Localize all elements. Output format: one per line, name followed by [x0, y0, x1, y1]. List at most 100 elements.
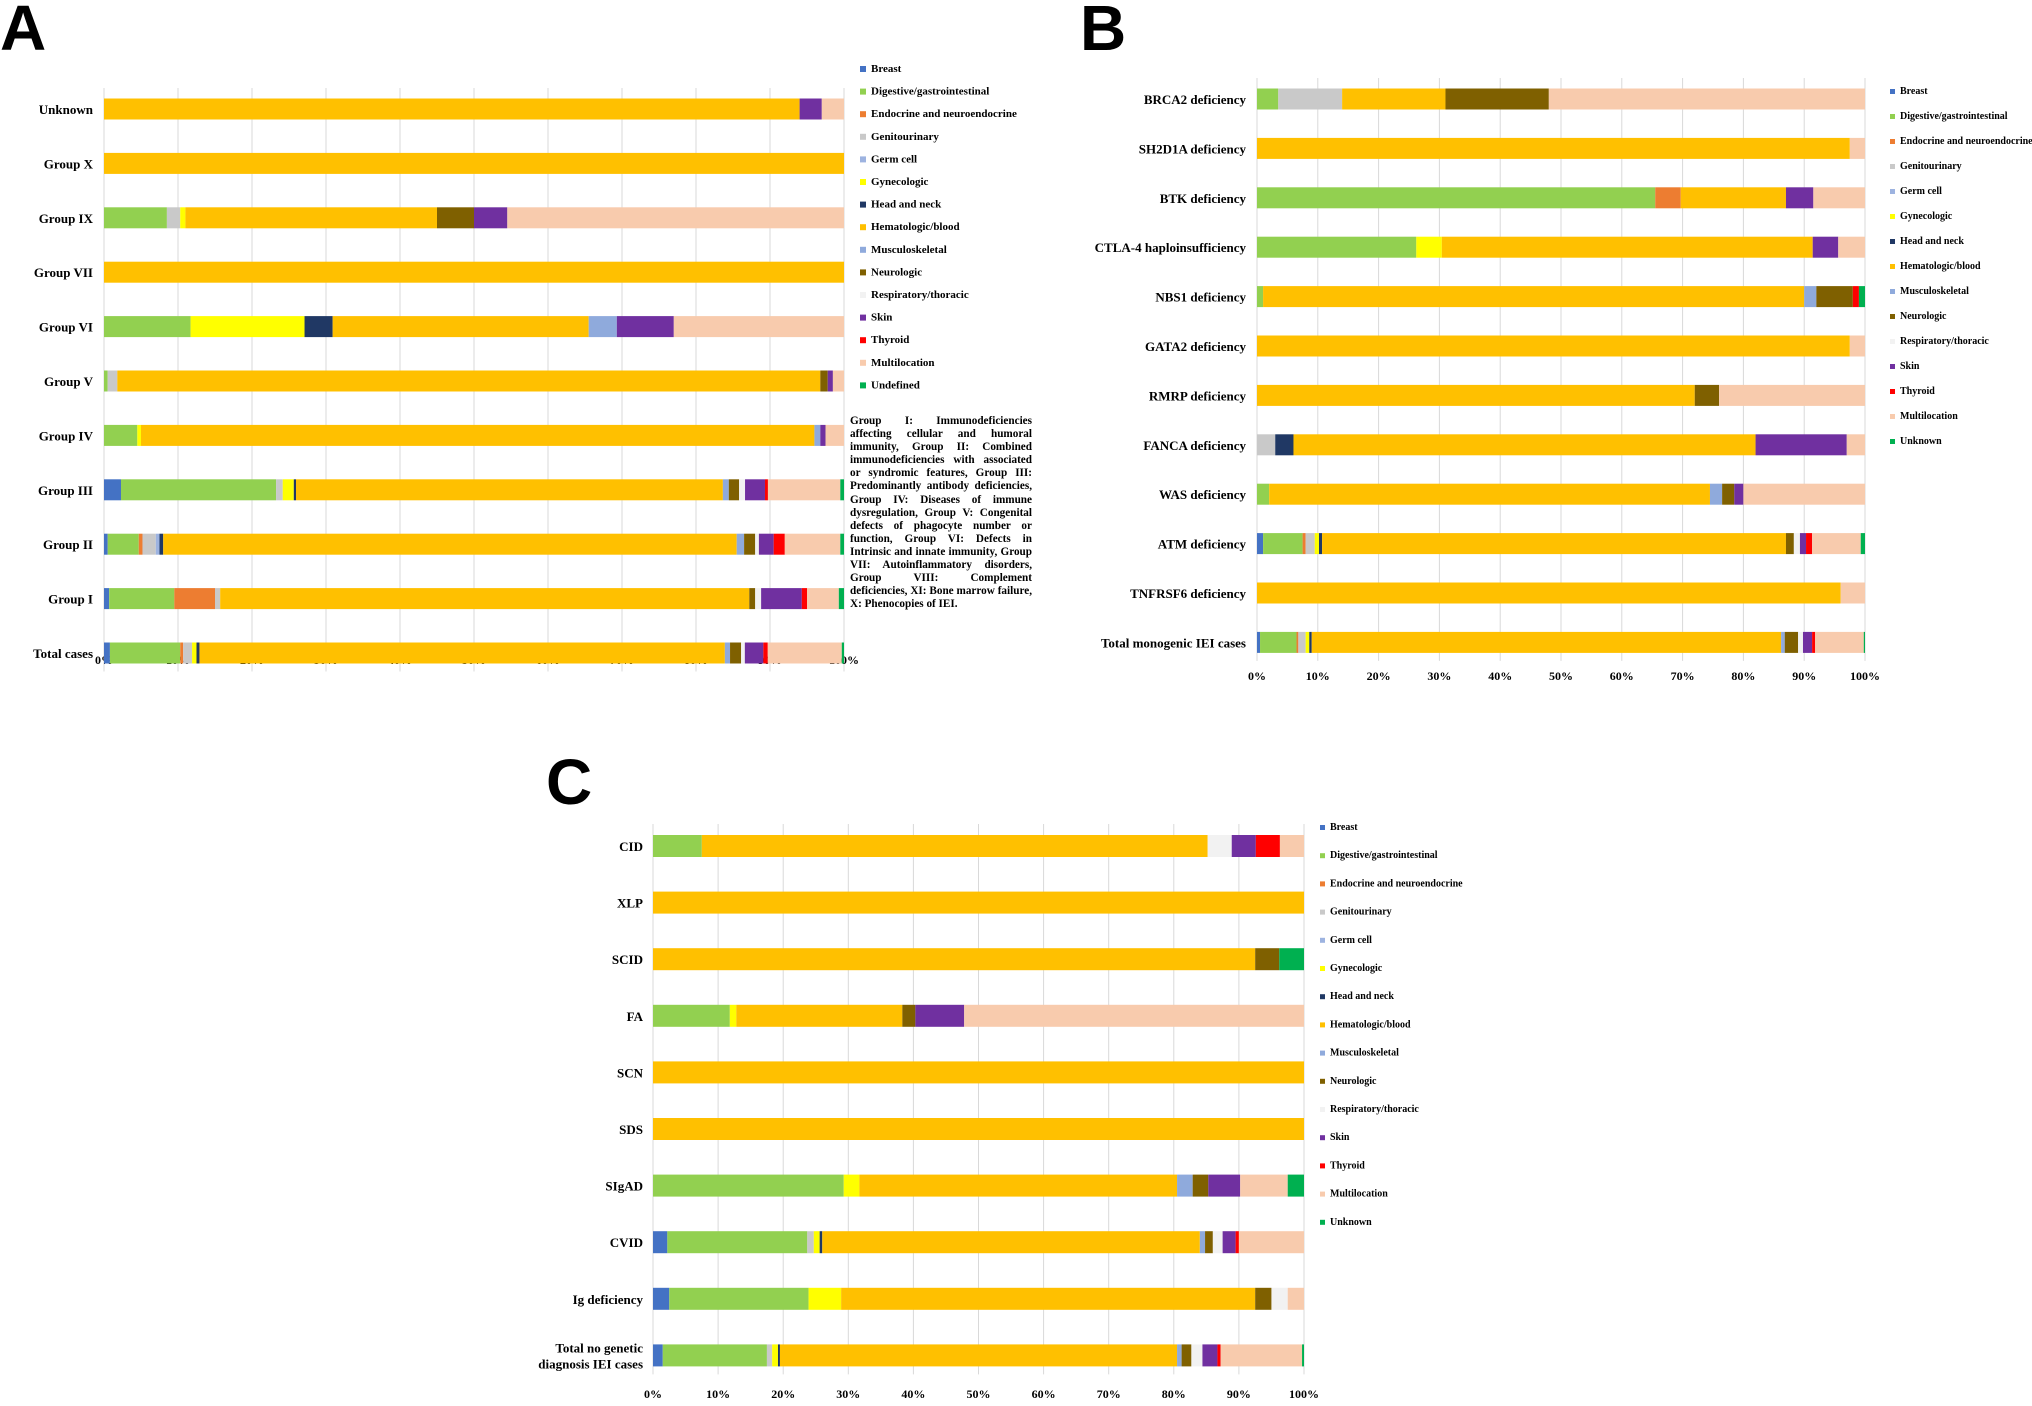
legend-swatch-genitourinary: [1320, 909, 1325, 915]
panel-b: B 0% 10% 20% 30% 40% 50% 60% 70% 80% 90% 100% BRCA2 …: [1080, 0, 2032, 683]
bar-segment-total-no-genetic-diagnosis-iei-cases-multilocation: [1220, 1344, 1303, 1367]
bar-segment-ig-deficiency-neurologic: [1255, 1287, 1272, 1310]
bar-segment-group-iv-multilocation: [825, 424, 844, 446]
bar-segment-total-no-genetic-diagnosis-iei-cases-gynecologic: [772, 1344, 778, 1367]
category-label-sigad: SIgAD: [605, 1179, 643, 1194]
bar-segment-total-no-genetic-diagnosis-iei-cases-head-and-neck: [777, 1344, 780, 1367]
category-label-sds: SDS: [619, 1122, 643, 1137]
category-label-rmrp-deficiency: RMRP deficiency: [1149, 388, 1247, 403]
bar-segment-total-no-genetic-diagnosis-iei-cases-digestive-gastrointestinal: [662, 1344, 767, 1367]
legend-label-neurologic: Neurologic: [871, 266, 922, 278]
bar-segment-sds-hematologic-blood: [653, 1118, 1304, 1140]
category-label-brca2-deficiency: BRCA2 deficiency: [1144, 92, 1247, 107]
legend-swatch-breast: [1320, 825, 1325, 830]
category-label-fa: FA: [627, 1009, 644, 1024]
bar-segment-group-ix-genitourinary: [166, 207, 181, 229]
bar-segment-total-cases-skin: [744, 642, 764, 664]
bar-segment-total-cases-neurologic: [730, 642, 742, 664]
category-label-group-vi: Group VI: [39, 320, 93, 335]
bar-segment-sigad-neurologic: [1192, 1174, 1209, 1197]
bar-segment-group-iii-gynecologic: [282, 479, 294, 501]
bar-segment-group-v-skin: [827, 370, 833, 392]
x-tick-label: 50%: [1549, 669, 1573, 683]
bar-segment-was-deficiency-multilocation: [1743, 483, 1865, 505]
bar-segment-total-monogenic-iei-cases-genitourinary: [1298, 631, 1306, 653]
bar-segment-group-iii-thyroid: [764, 479, 768, 501]
x-tick-label: 20%: [771, 1387, 795, 1401]
bar-segment-nbs1-deficiency-thyroid: [1852, 286, 1859, 308]
bar-segment-unknown-multilocation: [821, 98, 844, 120]
legend-swatch-musculoskeletal: [1320, 1050, 1325, 1056]
bar-segment-nbs1-deficiency-unknown: [1858, 286, 1865, 308]
x-tick-label: 60%: [1032, 1387, 1056, 1401]
bar-segment-group-iii-digestive-gastrointestinal: [120, 479, 277, 501]
category-label-group-i: Group I: [48, 592, 93, 607]
legend-label-thyroid: Thyroid: [1330, 1160, 1365, 1171]
bar-segment-cvid-genitourinary: [807, 1231, 814, 1254]
bar-segment-group-vi-gynecologic: [190, 316, 305, 338]
bar-segment-total-no-genetic-diagnosis-iei-cases-respiratory-thoracic: [1191, 1344, 1203, 1367]
bar-segment-group-ix-gynecologic: [180, 207, 186, 229]
bar-segment-total-cases-breast: [104, 642, 110, 664]
panel-letter: C: [546, 746, 592, 818]
legend-label-hematologic-blood: Hematologic/blood: [1330, 1019, 1411, 1030]
bar-segment-total-monogenic-iei-cases-hematologic-blood: [1311, 631, 1782, 653]
bar-segment-total-cases-undefined: [841, 642, 844, 664]
legend-label-musculoskeletal: Musculoskeletal: [871, 244, 947, 256]
bar-segment-ig-deficiency-multilocation: [1287, 1287, 1304, 1310]
bar-segment-group-vi-head-and-neck: [304, 316, 333, 338]
bar-segment-tnfrsf6-deficiency-hematologic-blood: [1257, 582, 1841, 604]
category-label-nbs1-deficiency: NBS1 deficiency: [1155, 290, 1246, 305]
bar-segment-cid-skin: [1231, 835, 1256, 857]
legend-label-neurologic: Neurologic: [1900, 311, 1947, 322]
x-tick-label: 30%: [1427, 669, 1451, 683]
legend-label-respiratory-thoracic: Respiratory/thoracic: [1900, 336, 1989, 347]
bar-segment-fa-multilocation: [964, 1004, 1304, 1027]
bar-segment-ig-deficiency-digestive-gastrointestinal: [669, 1287, 809, 1310]
x-tick-label: 40%: [1488, 669, 1512, 683]
bar-segment-scid-neurologic: [1255, 948, 1280, 971]
bar-segment-group-iii-neurologic: [728, 479, 740, 501]
bar-segment-cid-thyroid: [1255, 835, 1280, 857]
bar-segment-group-i-undefined: [838, 588, 844, 610]
bar-segment-total-no-genetic-diagnosis-iei-cases-thyroid: [1217, 1344, 1221, 1367]
bar-segment-fanca-deficiency-skin: [1755, 434, 1847, 456]
bar-segment-atm-deficiency-respiratory-thoracic: [1793, 533, 1800, 555]
bar-segment-scid-unknown: [1279, 948, 1304, 971]
legend-label-skin: Skin: [1900, 361, 1920, 372]
legend-label-thyroid: Thyroid: [871, 334, 909, 346]
bar-segment-group-ii-musculoskeletal: [736, 533, 745, 555]
legend-swatch-respiratory-thoracic: [1320, 1107, 1325, 1112]
category-label-group-ix: Group IX: [39, 211, 94, 226]
legend-label-unknown: Unknown: [1330, 1217, 1372, 1228]
legend-swatch-respiratory-thoracic: [860, 292, 866, 298]
bar-segment-group-ii-genitourinary: [142, 533, 156, 555]
bar-segment-group-ii-skin: [758, 533, 774, 555]
bar-segment-cvid-digestive-gastrointestinal: [667, 1231, 808, 1254]
bar-segment-unknown-skin: [799, 98, 822, 120]
bar-segment-group-v-digestive-gastrointestinal: [104, 370, 108, 392]
x-tick-label: 80%: [1162, 1387, 1186, 1401]
bar-segment-total-cases-endocrine-and-neuroendocrine: [180, 642, 184, 664]
bar-segment-total-no-genetic-diagnosis-iei-cases-breast: [653, 1344, 663, 1367]
bar-segment-group-vi-digestive-gastrointestinal: [104, 316, 191, 338]
bar-segment-cvid-neurologic: [1205, 1231, 1213, 1254]
bar-segment-total-no-genetic-diagnosis-iei-cases-neurologic: [1181, 1344, 1192, 1367]
bar-segment-group-iv-digestive-gastrointestinal: [104, 424, 138, 446]
x-tick-label: 70%: [1097, 1387, 1121, 1401]
category-label-fanca-deficiency: FANCA deficiency: [1143, 438, 1246, 453]
legend-label-musculoskeletal: Musculoskeletal: [1900, 286, 1969, 297]
legend-swatch-digestive-gastrointestinal: [1890, 114, 1895, 119]
legend-swatch-germ-cell: [860, 156, 866, 163]
category-label-ctla-4-haploinsufficiency: CTLA-4 haploinsufficiency: [1095, 240, 1247, 255]
bar-segment-total-no-genetic-diagnosis-iei-cases-unknown: [1302, 1344, 1304, 1367]
bar-segment-ig-deficiency-respiratory-thoracic: [1271, 1287, 1288, 1310]
x-tick-label: 40%: [901, 1387, 925, 1401]
legend-label-multilocation: Multilocation: [871, 357, 935, 369]
panel-letter: B: [1080, 0, 1126, 64]
legend-swatch-head-and-neck: [1320, 994, 1325, 1000]
bar-segment-fa-neurologic: [902, 1004, 916, 1027]
bar-segment-brca2-deficiency-neurologic: [1445, 88, 1549, 110]
category-label-unknown: Unknown: [39, 102, 94, 117]
